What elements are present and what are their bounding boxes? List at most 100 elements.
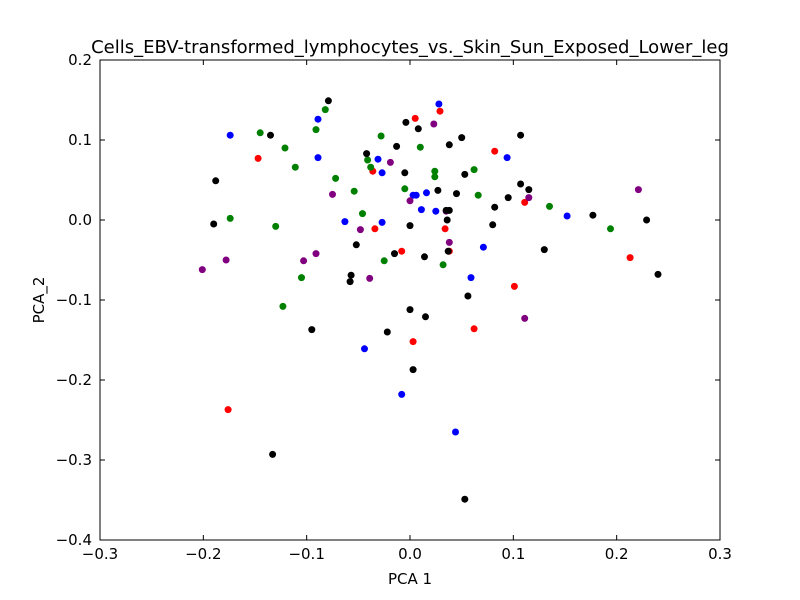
x-tick-label: 0.1 [501,545,525,563]
data-point [489,221,497,229]
data-point [453,190,460,198]
x-tick-label: 0.2 [605,545,629,563]
x-tick-label: 0.3 [708,545,732,563]
data-point [364,156,372,164]
data-point [377,132,385,140]
data-point [406,197,414,205]
data-point [406,222,414,230]
data-point [445,141,453,149]
data-point [281,144,289,152]
data-point [346,278,354,286]
data-point [254,154,262,162]
data-point [563,212,571,220]
data-point [422,313,429,321]
data-point [272,222,280,230]
data-point [643,216,651,224]
data-point [409,366,417,374]
data-point [491,203,499,211]
data-point [393,142,401,150]
data-point [445,238,453,246]
data-point [517,131,525,139]
y-tick-label: −0.4 [56,531,92,549]
data-point [626,254,634,262]
data-point [329,190,336,198]
data-point [458,134,466,142]
data-point [224,406,232,414]
data-point [406,306,414,314]
y-tick-label: 0.1 [68,131,92,149]
data-point [412,191,420,199]
data-point [312,126,320,134]
data-point [434,186,442,194]
data-point [435,100,443,108]
data-point [378,218,386,226]
data-point [444,247,452,255]
data-point [267,131,274,139]
y-tick-label: −0.1 [56,291,92,309]
data-point [391,250,398,258]
plot-background [100,60,720,540]
x-tick-label: −0.2 [185,545,221,563]
data-point [332,174,340,182]
data-point [417,206,425,214]
data-point [402,118,410,126]
data-point [359,210,366,218]
data-point [350,187,358,195]
data-point [436,107,444,115]
data-point [654,270,662,278]
data-point [341,218,349,226]
points-layer [198,97,662,503]
data-point [398,390,406,398]
data-point [470,325,478,333]
data-point [464,292,472,300]
data-point [607,225,614,233]
data-point [504,194,512,202]
data-point [510,282,518,290]
data-point [634,186,642,194]
x-tick-label: −0.3 [82,545,118,563]
data-point [430,120,438,128]
data-point [383,328,391,336]
data-point [525,194,533,202]
y-axis-title: PCA_2 [30,277,49,324]
data-point [503,154,511,162]
data-point [226,131,234,139]
plot-frame [99,59,721,541]
data-point [269,450,277,458]
data-point [521,198,529,206]
data-point [540,246,548,254]
data-point [314,154,322,162]
data-point [409,338,417,346]
data-point [461,495,469,503]
data-point [432,207,440,215]
data-point [308,326,316,334]
data-point [414,125,422,133]
data-point [380,257,388,265]
data-point [361,345,368,353]
y-tick-label: 0.0 [68,211,92,229]
data-point [367,163,375,171]
data-point [226,214,234,222]
data-point [374,155,382,163]
data-point [401,169,409,177]
data-point [356,226,364,234]
data-point [491,147,499,155]
data-point [445,206,453,214]
data-point [474,191,482,199]
data-point [398,247,406,255]
data-point [291,163,299,171]
data-point [416,143,424,151]
x-axis-title: PCA 1 [388,570,432,588]
data-point [198,266,206,274]
data-point [546,202,553,210]
data-point [210,220,218,228]
data-point [439,261,447,269]
data-point [411,114,419,122]
data-point [298,274,305,282]
data-point [470,166,478,174]
data-point [279,302,287,310]
data-point [222,256,230,264]
data-point [363,150,371,158]
data-point [256,129,264,137]
data-point [347,271,355,279]
